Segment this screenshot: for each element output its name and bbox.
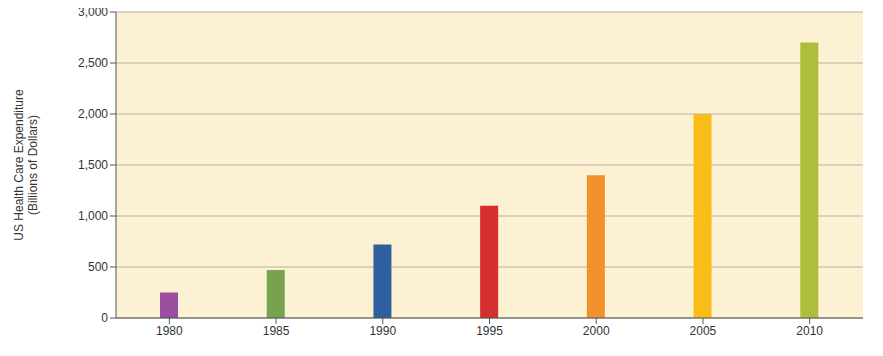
svg-text:1990: 1990 <box>369 324 396 338</box>
svg-text:500: 500 <box>88 260 108 274</box>
svg-text:1995: 1995 <box>476 324 503 338</box>
svg-text:3,000: 3,000 <box>78 8 108 19</box>
svg-text:1,500: 1,500 <box>78 158 108 172</box>
svg-text:1980: 1980 <box>156 324 183 338</box>
svg-text:1,000: 1,000 <box>78 209 108 223</box>
svg-text:0: 0 <box>101 311 108 325</box>
svg-text:US Health Care Expenditure(Bil: US Health Care Expenditure(Billions of D… <box>12 89 40 241</box>
svg-text:1985: 1985 <box>263 324 290 338</box>
svg-text:2,500: 2,500 <box>78 56 108 70</box>
svg-text:2005: 2005 <box>690 324 717 338</box>
svg-text:2,000: 2,000 <box>78 107 108 121</box>
svg-text:2000: 2000 <box>583 324 610 338</box>
svg-text:2010: 2010 <box>796 324 823 338</box>
